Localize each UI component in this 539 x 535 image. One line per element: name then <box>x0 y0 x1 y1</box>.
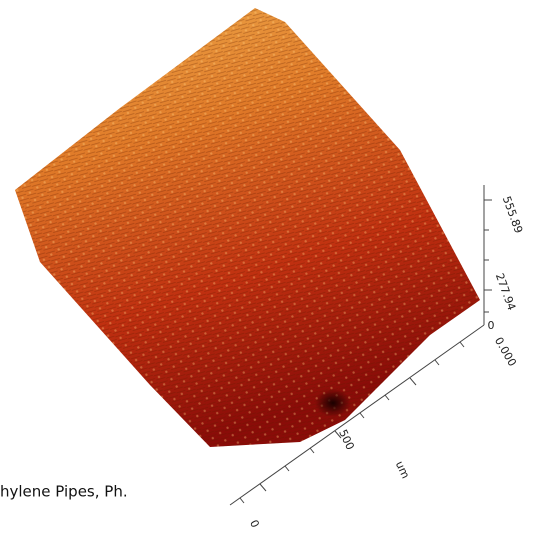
surface-texture <box>15 8 480 447</box>
surface-pit <box>315 389 351 417</box>
surface <box>15 8 480 447</box>
caption: hylene Pipes, Ph. <box>0 483 128 501</box>
z-ticks <box>484 200 492 312</box>
z-origin: 0 <box>488 319 495 332</box>
z-label: 277.94 <box>493 272 518 313</box>
x-tick-label: 500 <box>336 428 357 453</box>
page: 555.89 277.94 0.000 0 500 um 0 hylene Pi… <box>0 0 539 531</box>
z-label: 555.89 <box>500 195 525 236</box>
x-unit: um <box>393 459 412 481</box>
z-label: 0.000 <box>492 335 519 369</box>
x-origin: 0 <box>247 518 262 530</box>
surface-plot: 555.89 277.94 0.000 0 500 um 0 hylene Pi… <box>0 0 539 531</box>
